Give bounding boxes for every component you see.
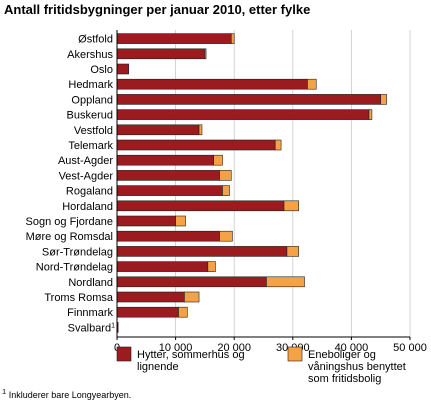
bar-segment-eneboliger [204,48,207,60]
category-label: Vestfold [74,125,113,137]
legend-label-eneboliger: Eneboliger og våningshus benyttet som frit… [308,349,406,385]
x-tick-label: 20 000 [217,342,251,354]
category-label: Vest-Agder [59,170,114,182]
bar-segment-hytter [116,154,214,166]
bar-segment-eneboliger [219,170,232,181]
bar-segment-eneboliger [178,306,188,318]
bar-segment-eneboliger [283,200,299,212]
category-labels: Østfold Akershus Oslo Hedmark Oppland Buskeru… [26,34,116,335]
bar-segment-hytter [116,276,267,288]
bar-segment-eneboliger [266,276,305,288]
chart-title: Antall fritidsbygninger per januar 2010,… [4,2,311,17]
category-label: Troms Romsa [44,292,114,304]
gridlines [175,30,411,337]
bar-segment-eneboliger [286,246,299,257]
category-label: Telemark [68,140,113,152]
axes [116,30,411,340]
category-label: Sogn og Fjordane [26,216,113,228]
bar-segment-hytter [116,306,179,318]
bar-segment-hytter [116,185,223,196]
bar-segment-hytter [116,200,285,212]
bar-segment-hytter [116,48,206,60]
bar-segment-hytter [116,291,185,303]
legend-swatch-hytter [116,346,132,362]
bar-segment-hytter [116,78,308,90]
legend-swatch-eneboliger [287,346,303,362]
bar-segment-hytter [116,124,200,136]
bar-segment-eneboliger [274,139,282,151]
bar-segment-hytter [116,215,176,227]
bar-segment-eneboliger [213,154,223,166]
bar-segment-eneboliger [222,185,230,196]
category-label: Aust-Agder [58,155,113,167]
bar-segment-hytter [116,63,130,75]
footnote-text: Inkluderer bare Longyearbyen. [8,390,132,400]
category-label: Hedmark [68,79,113,91]
bars [116,33,387,333]
category-label: Finnmark [67,307,113,319]
category-label: Østfold [78,34,113,46]
category-label: Rogaland [66,186,113,198]
x-tick-label: 40 000 [335,342,369,354]
legend-label-hytter: Hytter, sommerhus og lignende [137,349,245,373]
bar-segment-hytter [116,109,370,120]
bar-segment-hytter [116,94,382,105]
bar-segment-eneboliger [219,230,233,242]
footnote-mark: 1 [111,322,115,329]
bar-segment-eneboliger [368,109,373,120]
bar-segment-eneboliger [207,261,216,272]
category-label: Oslo [90,64,113,76]
category-label: Nordland [68,277,113,289]
bar-segment-eneboliger [198,124,203,136]
category-label: Buskerud [67,110,113,122]
bar-segment-eneboliger [184,291,200,303]
bar-segment-hytter [116,230,220,242]
bar-segment-eneboliger [307,78,317,90]
bar-segment-eneboliger [380,94,387,105]
bar-segment-eneboliger [175,215,186,227]
footnote-mark: 1 [2,387,7,396]
category-label: Svalbard1 [68,322,115,334]
category-label: Oppland [71,94,113,106]
footnote: 1 Inkluderer bare Longyearbyen. [2,387,131,400]
x-tick-label: 50 000 [393,342,427,354]
bar-segment-hytter [116,139,276,151]
category-label: Hordaland [62,201,113,213]
bar-segment-eneboliger [230,33,235,44]
bar-segment-hytter [116,261,209,272]
bar-segment-hytter [116,246,288,257]
bar-segment-hytter [116,33,232,44]
legend: Hytter, sommerhus og lignende Eneboliger … [116,346,406,385]
category-label: Møre og Romsdal [26,231,113,243]
category-label: Akershus [67,49,113,61]
x-tick-label: 10 000 [159,342,193,354]
category-label: Nord-Trøndelag [36,262,113,274]
category-label: Sør-Trøndelag [42,246,113,258]
bar-segment-hytter [116,170,220,181]
